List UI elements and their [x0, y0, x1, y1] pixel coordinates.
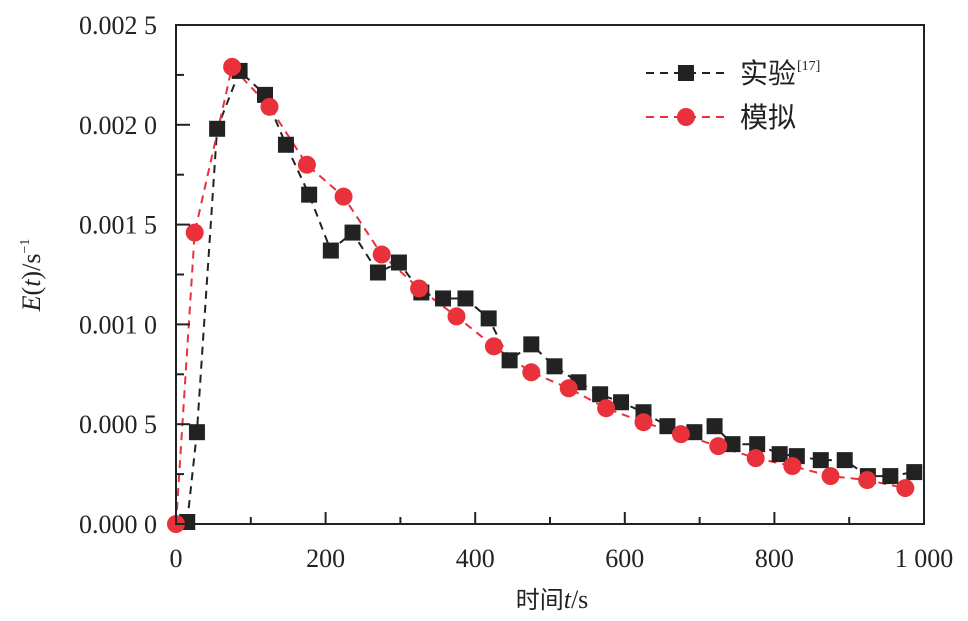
data-point-square	[457, 290, 474, 307]
data-point-square	[749, 436, 766, 453]
data-point-circle	[858, 471, 877, 490]
data-point-square	[724, 436, 741, 453]
x-tick-label: 200	[306, 544, 345, 573]
data-point-circle	[746, 449, 765, 468]
data-point-circle	[223, 57, 242, 76]
data-point-circle	[671, 425, 690, 444]
data-point-circle	[559, 379, 578, 398]
series-simulation	[175, 64, 906, 525]
data-point-square	[836, 452, 853, 469]
legend-label-simulation: 模拟	[740, 101, 796, 134]
y-axis-title-unit: /s	[17, 254, 46, 271]
data-point-square	[523, 336, 540, 353]
data-point-circle	[597, 399, 616, 418]
data-point-square	[322, 242, 339, 259]
data-point-square	[301, 186, 318, 203]
data-point-circle	[410, 279, 429, 298]
data-point-circle	[185, 223, 204, 242]
x-tick-label: 400	[456, 544, 495, 573]
data-point-circle	[260, 97, 279, 116]
data-point-square	[812, 452, 829, 469]
y-tick-label: 0.000 0	[79, 510, 157, 539]
legend-marker-square	[678, 65, 694, 81]
x-axis-title-unit: /s	[571, 585, 588, 614]
y-tick-label: 0.002 0	[79, 111, 157, 140]
data-point-square	[613, 394, 630, 411]
data-point-square	[480, 310, 497, 327]
data-point-square	[277, 136, 294, 153]
data-point-square	[771, 446, 788, 463]
data-point-square	[686, 424, 703, 441]
y-tick-label: 0.000 5	[79, 410, 157, 439]
data-point-circle	[334, 187, 353, 206]
data-point-circle	[522, 363, 541, 382]
legend-marker-circle	[677, 108, 695, 126]
x-axis-title-cn: 时间	[516, 586, 564, 614]
series-markers	[167, 57, 915, 533]
data-point-circle	[821, 467, 840, 486]
legend-item-experiment: 实验 [17]	[646, 57, 820, 90]
data-point-circle	[709, 437, 728, 456]
y-axis-title-var: E	[17, 295, 46, 312]
data-point-square	[906, 464, 923, 481]
y-tick-label: 0.001 0	[79, 310, 157, 339]
y-tick-label: 0.002 5	[79, 11, 157, 40]
y-axis-title-exp: −1	[18, 239, 33, 254]
series-line	[175, 64, 906, 525]
x-tick-label: 600	[605, 544, 644, 573]
data-point-square	[882, 468, 899, 485]
legend-item-simulation: 模拟	[646, 101, 796, 134]
data-point-square	[546, 358, 563, 375]
data-point-square	[209, 120, 226, 137]
data-point-square	[435, 290, 452, 307]
x-tick-label: 1 000	[895, 544, 954, 573]
data-point-circle	[896, 479, 915, 498]
legend-ref-experiment: [17]	[797, 59, 820, 74]
data-point-square	[592, 386, 609, 403]
series-markers	[179, 62, 923, 531]
y-tick-label: 0.001 5	[79, 211, 157, 240]
data-point-square	[659, 418, 676, 435]
data-point-circle	[297, 155, 316, 174]
data-point-square	[706, 418, 723, 435]
legend-label-experiment: 实验	[740, 57, 796, 90]
data-point-square	[188, 424, 205, 441]
data-point-circle	[447, 307, 466, 326]
x-axis-title-var: t	[564, 585, 572, 614]
series-experiment	[186, 69, 915, 523]
x-tick-label: 0	[170, 544, 183, 573]
y-axis-title-t: t	[17, 279, 46, 287]
data-point-square	[344, 224, 361, 241]
data-point-square	[501, 352, 518, 369]
series-line	[186, 69, 915, 523]
plot-frame	[175, 24, 925, 525]
series-layer	[167, 57, 923, 533]
x-tick-label: 800	[755, 544, 794, 573]
data-point-square	[390, 254, 407, 271]
y-axis-title-close: )	[17, 271, 46, 280]
y-axis-title: E(t)/s−1	[17, 239, 46, 313]
axis-ticks: 0 200 400 600 800 1 000 0.000 0 0.000 5 0.001 0 0…	[79, 11, 953, 573]
legend: 实验 [17] 模拟	[646, 57, 820, 134]
data-point-circle	[634, 413, 653, 432]
data-point-circle	[783, 457, 802, 476]
x-axis-title: 时间t/s	[516, 585, 589, 614]
data-point-circle	[484, 337, 503, 356]
data-point-circle	[372, 245, 391, 264]
y-axis-title-open: (	[17, 287, 46, 296]
data-point-square	[369, 264, 386, 281]
